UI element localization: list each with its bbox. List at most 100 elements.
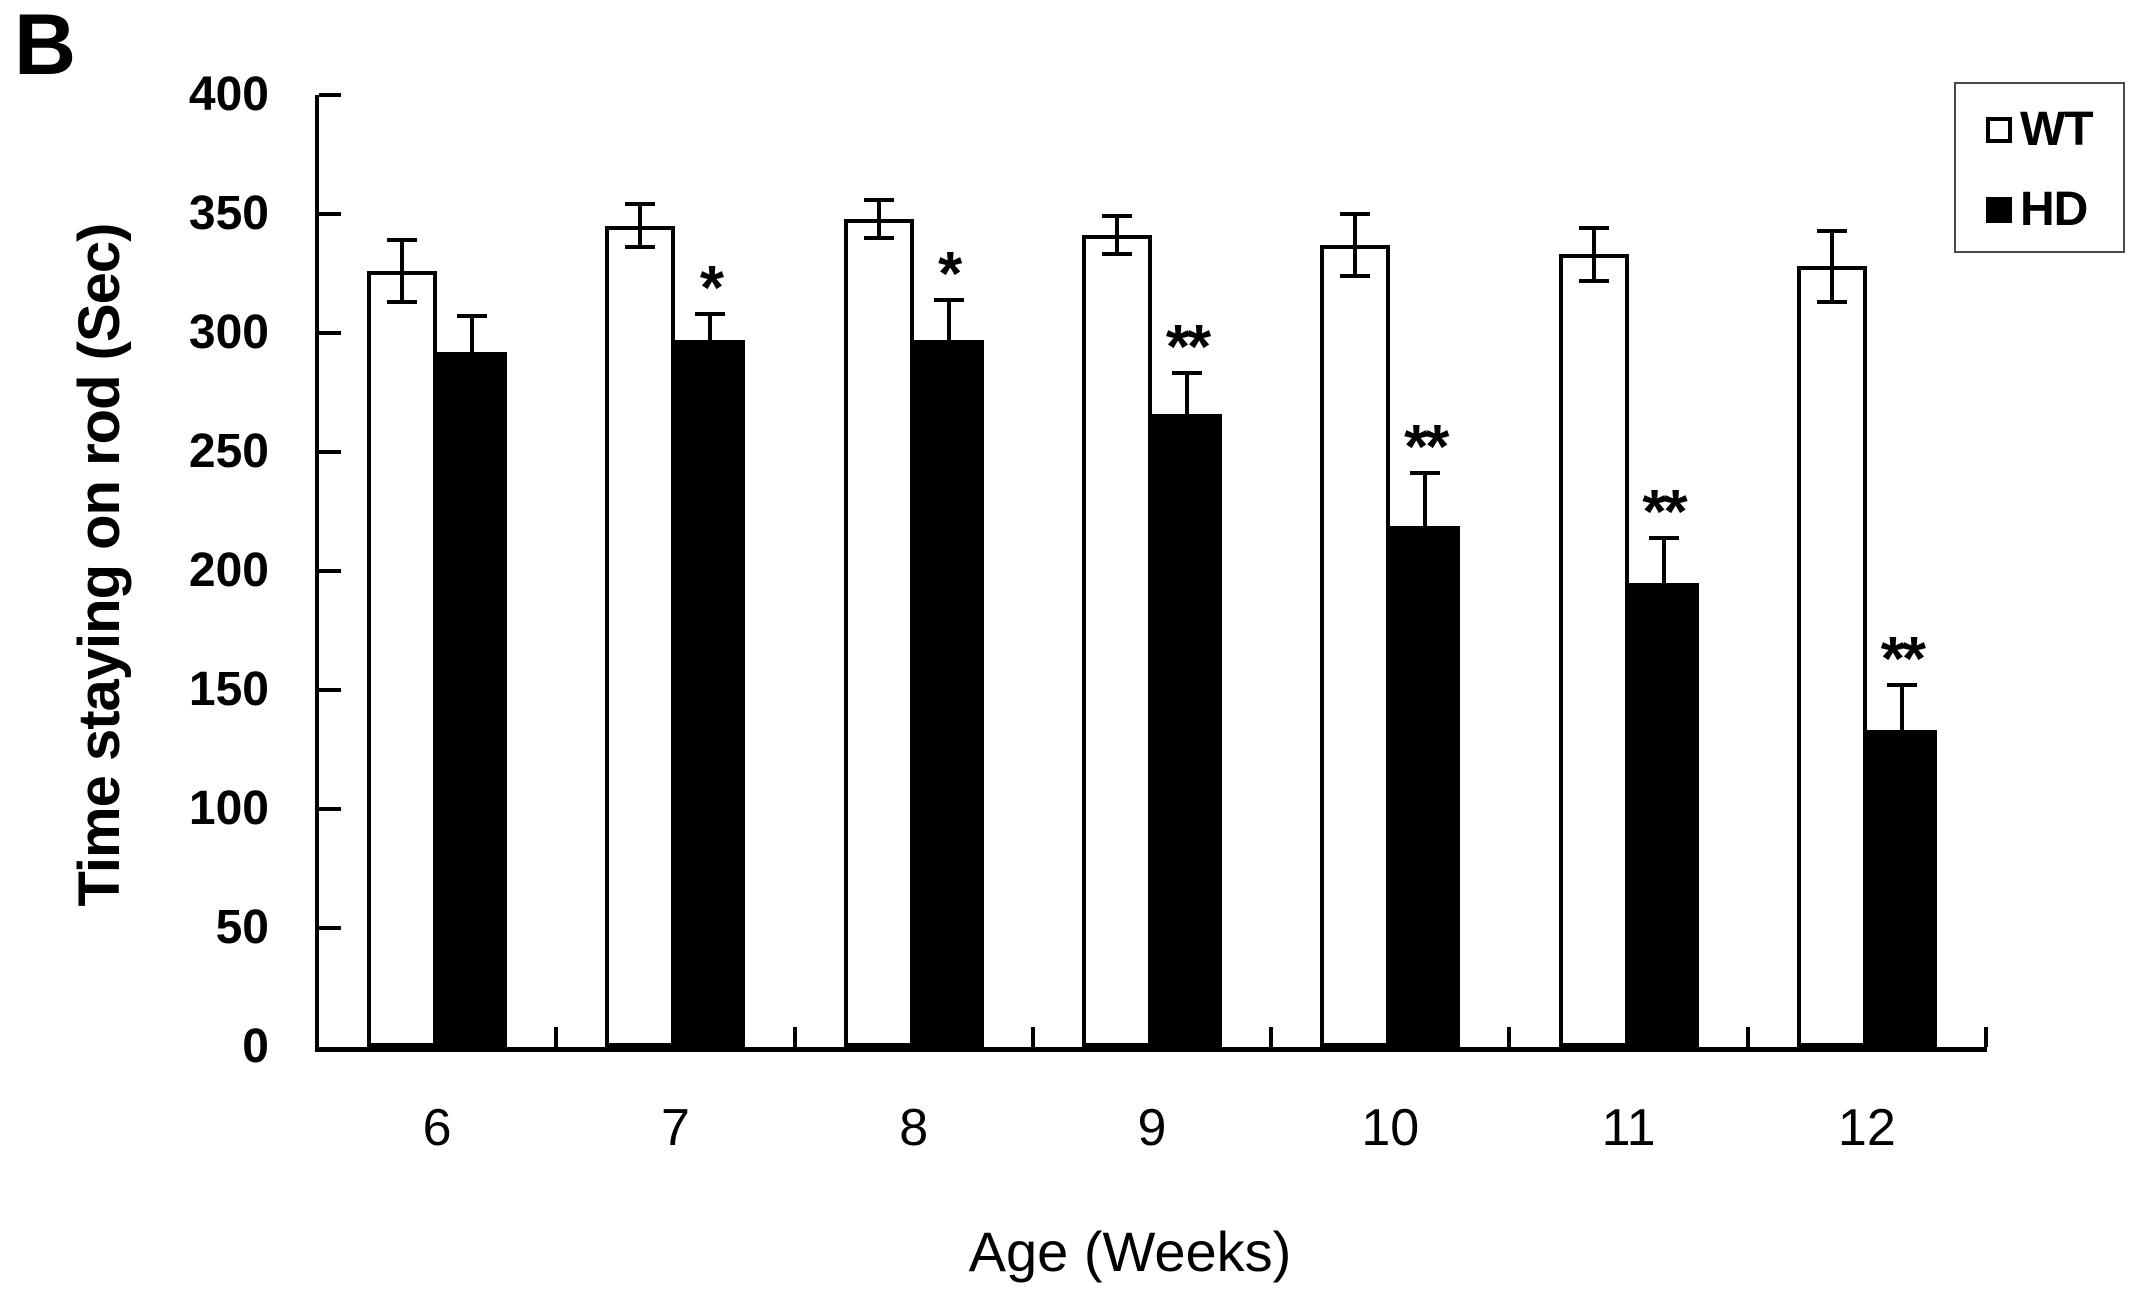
error-bar-cap <box>863 197 894 202</box>
hd-swatch-icon <box>1986 197 2012 223</box>
y-tick-label: 350 <box>188 187 269 240</box>
y-tick <box>319 450 341 454</box>
error-bar-cap <box>1886 773 1917 778</box>
error-bar-cap <box>1410 471 1441 476</box>
y-tick-label: 0 <box>242 1020 269 1073</box>
bar-wt-week-7 <box>605 225 676 1047</box>
error-bar <box>1353 214 1358 276</box>
x-tick <box>1269 1027 1274 1047</box>
legend-item-wt: WT <box>1986 103 2094 156</box>
panel-label: B <box>14 0 77 93</box>
y-tick-label: 50 <box>215 901 269 954</box>
error-bar-cap <box>457 314 488 319</box>
bar-hd-week-7 <box>675 340 746 1047</box>
y-tick-label: 300 <box>188 306 269 359</box>
error-bar-cap <box>625 245 656 250</box>
error-bar-cap <box>1172 371 1202 376</box>
x-tick-label: 10 <box>1361 1099 1420 1157</box>
error-bar <box>1115 216 1119 255</box>
error-bar-cap <box>695 364 726 369</box>
legend-label-wt: WT <box>2020 103 2094 156</box>
bar-wt-week-12 <box>1796 266 1867 1047</box>
error-bar <box>1591 228 1596 281</box>
y-tick-label: 100 <box>188 782 269 835</box>
bar-wt-week-9 <box>1082 235 1152 1047</box>
bar-hd-week-8 <box>913 340 984 1047</box>
error-bar-cap <box>387 238 418 243</box>
y-tick <box>319 212 341 216</box>
x-tick <box>554 1027 559 1047</box>
y-tick-label: 150 <box>188 663 269 716</box>
bar-hd-week-6 <box>437 352 508 1047</box>
x-tick-label: 12 <box>1837 1099 1896 1157</box>
significance-marker: ** <box>1880 625 1926 695</box>
error-bar-cap <box>387 300 418 305</box>
y-tick <box>319 688 341 692</box>
error-bar <box>638 204 643 248</box>
error-bar-cap <box>1410 576 1441 581</box>
y-tick-label: 200 <box>188 544 269 597</box>
x-tick <box>1030 1027 1035 1047</box>
error-bar-cap <box>1340 212 1371 216</box>
error-bar <box>1423 473 1428 579</box>
error-bar-cap <box>863 235 894 240</box>
x-tick-label: 8 <box>899 1099 929 1157</box>
error-bar-cap <box>1172 452 1202 457</box>
error-bar <box>1829 230 1834 303</box>
error-bar-cap <box>1648 626 1679 631</box>
error-bar-cap <box>695 311 726 316</box>
x-tick-label: 9 <box>1137 1099 1167 1157</box>
y-tick <box>319 926 341 930</box>
x-tick-label: 6 <box>422 1099 452 1157</box>
significance-marker: ** <box>1404 413 1449 483</box>
error-bar-cap <box>625 202 656 207</box>
bar-hd-week-9 <box>1152 413 1222 1047</box>
legend-item-hd: HD <box>1986 183 2088 236</box>
x-tick <box>1507 1027 1512 1047</box>
error-bar <box>708 313 713 367</box>
x-tick <box>1745 1027 1750 1047</box>
error-bar <box>470 316 475 388</box>
error-bar <box>1899 685 1904 776</box>
x-tick-label: 7 <box>660 1099 690 1157</box>
error-bar-cap <box>1102 214 1132 219</box>
error-bar-cap <box>457 385 488 390</box>
error-bar-cap <box>1578 226 1609 231</box>
x-tick <box>1984 1027 1988 1047</box>
significance-marker: ** <box>1642 477 1687 547</box>
bar-hd-week-10 <box>1390 525 1461 1047</box>
error-bar-cap <box>1886 683 1917 688</box>
error-bar-cap <box>1102 252 1132 257</box>
bar-wt-week-10 <box>1320 244 1391 1047</box>
significance-marker: * <box>938 239 962 309</box>
error-bar-cap <box>1578 278 1609 283</box>
significance-marker: ** <box>1165 313 1211 383</box>
y-tick <box>319 331 341 335</box>
error-bar <box>946 299 951 381</box>
error-bar <box>876 199 881 238</box>
legend-label-hd: HD <box>2020 183 2088 236</box>
legend: WT HD <box>1954 82 2125 253</box>
error-bar <box>400 240 405 303</box>
y-tick-label: 250 <box>188 425 269 478</box>
significance-marker: * <box>699 253 724 323</box>
bar-wt-week-8 <box>843 218 914 1047</box>
x-axis-title: Age (Weeks) <box>968 1220 1292 1283</box>
bar-wt-week-6 <box>367 271 438 1047</box>
error-bar-cap <box>1816 228 1847 233</box>
error-bar <box>1661 537 1666 629</box>
error-bar-cap <box>933 297 964 302</box>
bar-hd-week-11 <box>1628 582 1699 1047</box>
error-bar-cap <box>933 378 964 383</box>
x-tick <box>792 1027 797 1047</box>
wt-swatch-icon <box>1986 117 2012 143</box>
bar-wt-week-11 <box>1558 254 1629 1047</box>
error-bar-cap <box>1340 273 1371 278</box>
bar-hd-week-12 <box>1866 730 1937 1047</box>
y-tick <box>319 569 341 573</box>
y-tick-label: 400 <box>188 68 269 121</box>
x-tick-label: 11 <box>1601 1099 1656 1157</box>
error-bar-cap <box>1648 535 1679 540</box>
